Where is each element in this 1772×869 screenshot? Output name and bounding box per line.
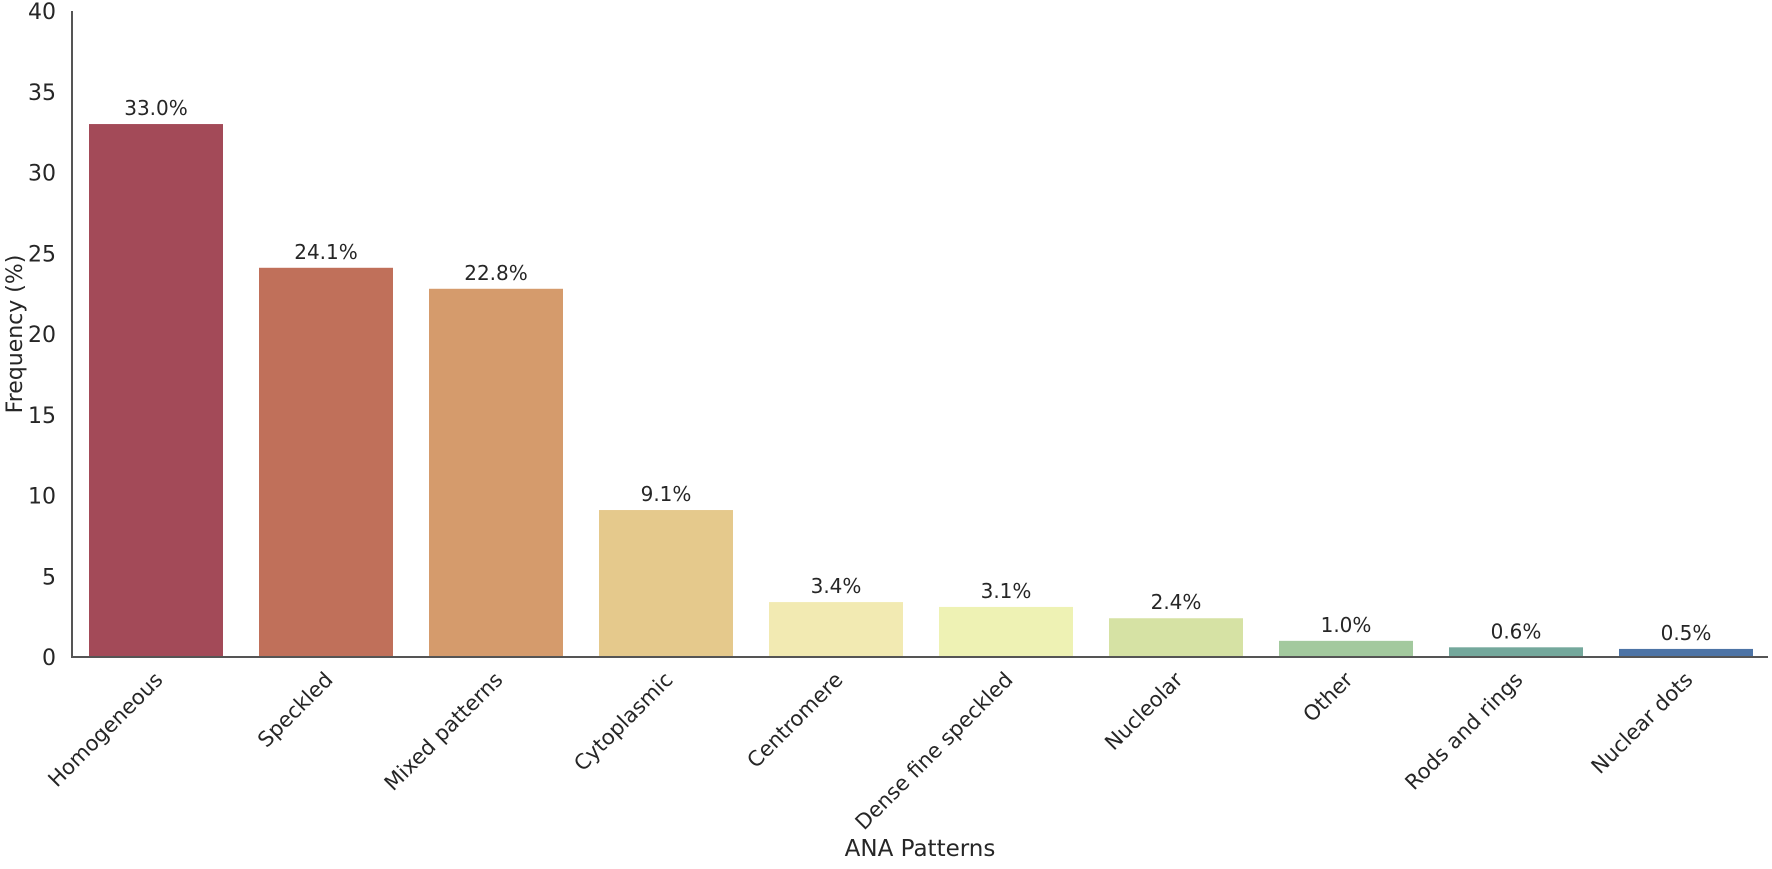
y-tick-label: 25 [28, 242, 56, 267]
bar [1109, 618, 1243, 657]
y-tick-label: 30 [28, 162, 56, 187]
x-tick-label: Dense fine speckled [851, 668, 1018, 835]
bar-value-label: 1.0% [1321, 613, 1372, 637]
bar-value-label: 22.8% [464, 261, 528, 285]
y-tick-label: 40 [28, 0, 56, 25]
bar-value-label: 24.1% [294, 240, 358, 264]
bars: 33.0% Homogeneous 24.1% Speckled 22.8% Mixed … [43, 96, 1753, 834]
x-tick-label: Nucleolar [1100, 667, 1188, 755]
bar-value-label: 9.1% [641, 482, 692, 506]
bar-value-label: 0.5% [1661, 621, 1712, 645]
y-ticks: 0 5 10 15 20 25 30 35 40 [28, 0, 56, 671]
x-axis-title: ANA Patterns [845, 836, 996, 862]
x-tick-label: Rods and rings [1400, 668, 1527, 795]
bar [1279, 640, 1413, 657]
bar [1619, 648, 1753, 657]
x-tick-label: Mixed patterns [380, 668, 508, 796]
x-tick-label: Homogeneous [43, 668, 167, 792]
y-tick-label: 20 [28, 323, 56, 348]
y-tick-label: 15 [28, 404, 56, 429]
x-tick-label: Centromere [742, 668, 847, 773]
bar-value-label: 3.4% [811, 574, 862, 598]
x-tick-label: Other [1298, 667, 1357, 726]
bar-value-label: 33.0% [124, 96, 188, 120]
y-tick-label: 5 [42, 565, 56, 590]
bar [259, 267, 393, 657]
bar [89, 124, 223, 658]
x-tick-label: Speckled [253, 668, 337, 752]
bar [769, 602, 903, 657]
bar-value-label: 3.1% [981, 579, 1032, 603]
bar-value-label: 0.6% [1491, 619, 1542, 643]
bar-value-label: 2.4% [1151, 590, 1202, 614]
bar [599, 510, 733, 657]
y-tick-label: 0 [42, 646, 56, 671]
bar [1449, 647, 1583, 657]
bar [939, 606, 1073, 657]
y-axis-title: Frequency (%) [3, 255, 28, 414]
x-tick-label: Cytoplasmic [569, 668, 677, 776]
y-tick-label: 10 [28, 485, 56, 510]
bar [429, 288, 563, 657]
x-tick-label: Nuclear dots [1587, 668, 1698, 779]
y-tick-label: 35 [28, 81, 56, 106]
